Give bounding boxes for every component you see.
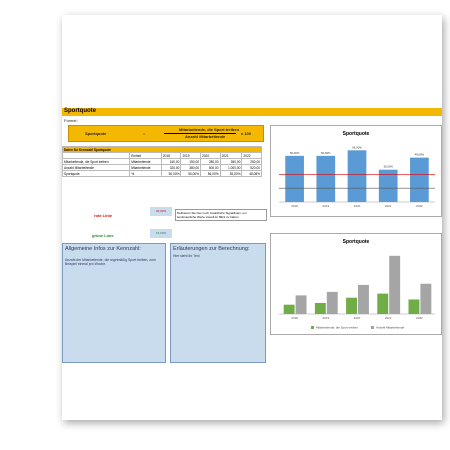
green-value: 15,00% bbox=[150, 229, 172, 238]
denominator: Anzahl Mitarbeitende bbox=[185, 134, 226, 139]
x-tick-label: 2022 bbox=[416, 204, 423, 208]
data-table: Daten für Kennzahl Sportquote Einheit 2018… bbox=[62, 146, 262, 177]
bar bbox=[326, 291, 338, 314]
formula-name: Sportquote bbox=[85, 131, 107, 136]
calc-box: Erläuterungen zur Berechnung: Hier steht… bbox=[170, 243, 266, 363]
data-label: 35,00% bbox=[383, 165, 393, 169]
chart: Sportquote 2018 2019 2020 2021 2022 50,00% 50,0… bbox=[270, 125, 442, 217]
table-row: Sportquote% 50,00% 50,00% 56,00% 35,00% 48,08… bbox=[62, 170, 262, 177]
cell: % bbox=[129, 170, 162, 177]
data-label: 50,00% bbox=[321, 151, 331, 155]
cell: Sportquote bbox=[62, 170, 131, 177]
x-tick-label: 2018 bbox=[291, 204, 298, 208]
calc-text: Hier steht Ihr Text bbox=[173, 254, 200, 258]
green-label: grüne Linie bbox=[92, 233, 114, 238]
chart-title: Sportquote bbox=[343, 239, 370, 245]
x-tick-label: 2020 bbox=[354, 316, 361, 320]
bar bbox=[377, 293, 389, 314]
red-value: 30,00% bbox=[150, 207, 172, 216]
legend-swatch bbox=[311, 326, 314, 329]
chart: Sportquote 2018 2019 2020 2021 2022 Mitarbeite… bbox=[270, 233, 442, 335]
bar bbox=[408, 299, 420, 314]
bar bbox=[347, 150, 367, 202]
bar bbox=[410, 157, 429, 202]
data-label: 56,00% bbox=[352, 145, 362, 149]
fraction-line bbox=[164, 133, 236, 134]
bar bbox=[314, 302, 326, 314]
title-band: Sportquote bbox=[62, 108, 442, 116]
cell: 48,08% bbox=[241, 170, 262, 177]
chart-title: Sportquote bbox=[343, 131, 370, 137]
numerator: Mitarbeitende, die Sport treiben bbox=[179, 127, 240, 132]
red-label: rote Linie bbox=[94, 213, 113, 218]
legend-label: Mitarbeitende, die Sport treiben bbox=[316, 326, 358, 330]
bar bbox=[378, 169, 398, 202]
bar bbox=[420, 283, 432, 314]
info-box: Allgemeine Infos zur Kennzahl: Anzahl de… bbox=[62, 243, 166, 363]
factor: x 100 bbox=[241, 131, 252, 136]
x-tick-label: 2022 bbox=[416, 316, 423, 320]
bar bbox=[389, 255, 401, 314]
info-text: Anzahl der Mitarbeitende, die regelmäßig… bbox=[65, 258, 156, 266]
formula-label: Formel: bbox=[64, 118, 78, 123]
x-tick-label: 2019 bbox=[322, 316, 329, 320]
sheet: Sportquote Formel: Sportquote = Mitarbei… bbox=[62, 15, 442, 420]
title: Sportquote bbox=[64, 108, 96, 114]
data-label: 50,00% bbox=[290, 151, 300, 155]
bar bbox=[283, 304, 295, 314]
data-label: 48,08% bbox=[415, 153, 425, 157]
cell: 35,00% bbox=[219, 170, 243, 177]
x-tick-label: 2019 bbox=[322, 204, 329, 208]
cell: 56,00% bbox=[200, 170, 221, 177]
formula: Sportquote = Mitarbeitende, die Sport tr… bbox=[68, 125, 264, 142]
cell: 50,00% bbox=[160, 170, 182, 177]
bar bbox=[295, 295, 307, 314]
legend-swatch bbox=[371, 326, 374, 329]
x-tick-label: 2020 bbox=[354, 204, 361, 208]
formula-equals: = bbox=[143, 131, 146, 136]
calc-title: Erläuterungen zur Berechnung: bbox=[173, 246, 250, 252]
signal-note: Definieren Sie hier noch zusätzliche Sig… bbox=[175, 209, 267, 221]
bar bbox=[285, 155, 304, 202]
info-title: Allgemeine Infos zur Kennzahl: bbox=[65, 246, 141, 252]
x-tick-label: 2021 bbox=[385, 316, 392, 320]
bar bbox=[316, 155, 336, 202]
cell: 50,00% bbox=[180, 170, 201, 177]
x-tick-label: 2021 bbox=[385, 204, 392, 208]
bar bbox=[346, 297, 357, 314]
legend-label: Anzahl Mitarbeitende bbox=[376, 326, 405, 330]
x-tick-label: 2018 bbox=[291, 316, 298, 320]
bar bbox=[358, 284, 369, 314]
table-row: Mitarbeitende, die Sport treiben Mitarbei… bbox=[62, 158, 262, 165]
